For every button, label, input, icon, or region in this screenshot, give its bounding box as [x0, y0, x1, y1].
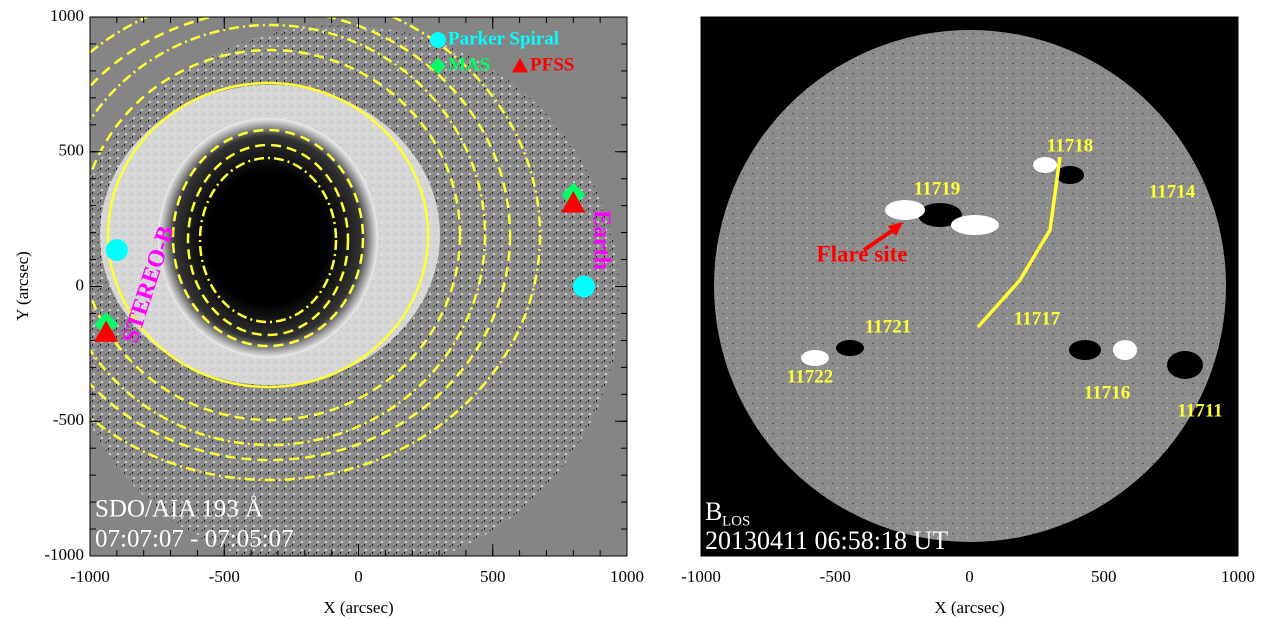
x-tick-label: -1000	[681, 567, 721, 586]
region-label: 11722	[787, 366, 833, 387]
region-label: 11721	[865, 316, 911, 337]
x-tick-label: 500	[1091, 567, 1117, 586]
x-axis-label: X (arcsec)	[323, 598, 393, 617]
annotation: Flare site	[817, 241, 908, 266]
legend-label: PFSS	[530, 54, 574, 75]
region-label: 11716	[1084, 382, 1130, 403]
x-axis-label: X (arcsec)	[934, 598, 1004, 617]
x-tick-label: 0	[354, 567, 363, 586]
x-tick-label: 500	[480, 567, 506, 586]
y-tick-label: 1000	[50, 6, 84, 25]
region-label: 11711	[1177, 400, 1222, 421]
annotation: Earth	[588, 210, 614, 270]
legend-label: MAS	[448, 54, 490, 75]
region-label: 11714	[1149, 181, 1196, 202]
y-tick-label: 500	[59, 141, 85, 160]
annotation: 07:07:07 - 07:05:07	[95, 526, 294, 553]
region-label: 11719	[914, 178, 960, 199]
y-tick-label: 0	[76, 275, 85, 294]
y-tick-label: -1000	[44, 545, 84, 564]
region-label: 11718	[1047, 135, 1093, 156]
marker-circle	[106, 239, 128, 261]
annotation: SDO/AIA 193 Å	[95, 496, 263, 523]
annotation: 20130411 06:58:18 UT	[705, 526, 948, 555]
x-tick-label: 0	[965, 567, 974, 586]
marker-circle	[573, 276, 595, 298]
y-tick-label: -500	[53, 410, 84, 429]
annotation: B	[705, 497, 722, 526]
euv-image	[0, 0, 627, 575]
x-tick-label: -500	[209, 567, 240, 586]
x-tick-label: -1000	[70, 567, 110, 586]
legend-marker	[430, 32, 446, 48]
legend-label: Parker Spiral	[448, 28, 559, 49]
x-tick-label: 1000	[610, 567, 644, 586]
y-axis-label: Y (arcsec)	[13, 251, 32, 321]
figure: -1000 -500 0 500 1000 -1000 -500 0 500 1000 X (arc…	[0, 0, 1266, 621]
x-tick-label: -500	[820, 567, 851, 586]
magnetogram	[701, 17, 1238, 556]
region-label: 11717	[1014, 308, 1061, 329]
x-tick-label: 1000	[1221, 567, 1255, 586]
